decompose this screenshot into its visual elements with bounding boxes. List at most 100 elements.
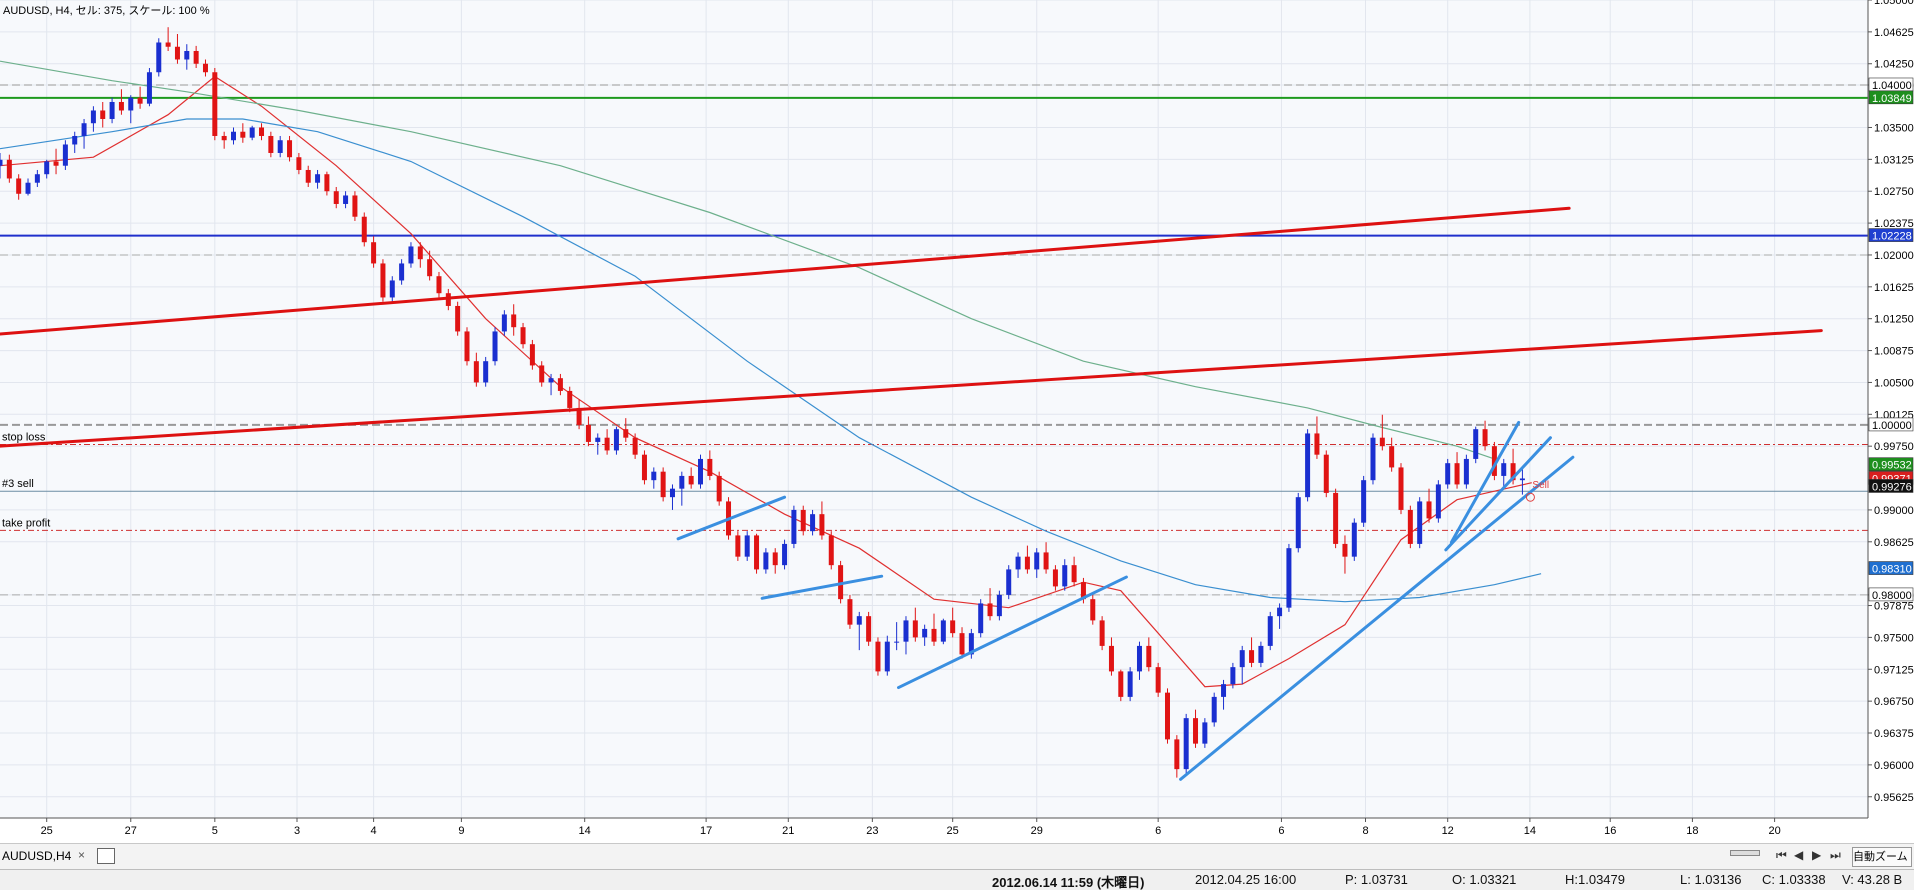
price-tag: 0.98310 bbox=[1868, 561, 1914, 576]
candle-body bbox=[1108, 645, 1114, 672]
candle-body bbox=[44, 161, 50, 175]
price-tag-label: 1.04000 bbox=[1872, 80, 1912, 92]
status-close: C: 1.03338 bbox=[1762, 872, 1826, 887]
scroll-right-icon[interactable]: ▶ bbox=[1812, 848, 1822, 862]
candle-body bbox=[1333, 492, 1339, 544]
time-axis-label: 6 bbox=[1155, 825, 1161, 837]
candle-body bbox=[417, 246, 423, 260]
candle-body bbox=[72, 135, 78, 145]
candle-body bbox=[1006, 569, 1012, 595]
price-axis-label: 1.03125 bbox=[1874, 154, 1914, 166]
candle-body bbox=[567, 390, 573, 408]
price-axis-label: 0.95625 bbox=[1874, 792, 1914, 804]
time-axis-label: 20 bbox=[1768, 825, 1780, 837]
price-axis-label: 1.02750 bbox=[1874, 186, 1914, 198]
time-axis-label: 25 bbox=[947, 825, 959, 837]
time-axis-label: 5 bbox=[212, 825, 218, 837]
price-axis-label: 0.96750 bbox=[1874, 696, 1914, 708]
candle-body bbox=[1286, 548, 1292, 608]
plot-background bbox=[0, 0, 1868, 818]
candle-body bbox=[539, 365, 545, 383]
price-tag-label: 1.02228 bbox=[1872, 231, 1912, 243]
candle-body bbox=[819, 514, 825, 536]
status-bar: 2012.06.14 11:59 (木曜日) 2012.04.25 16:00 … bbox=[0, 869, 1914, 890]
candle-body bbox=[735, 535, 741, 557]
candle-body bbox=[1463, 458, 1469, 485]
close-icon[interactable]: × bbox=[78, 848, 86, 862]
scroll-start-icon[interactable]: ⏮ bbox=[1776, 848, 1787, 862]
candle-body bbox=[1165, 692, 1170, 740]
candle-body bbox=[1015, 556, 1021, 570]
moving-average-line bbox=[0, 60, 1495, 460]
price-tag-box bbox=[1868, 479, 1914, 493]
sell-order-label: Sell bbox=[1532, 480, 1549, 491]
candle-body bbox=[922, 628, 928, 638]
status-open: O: 1.03321 bbox=[1452, 872, 1517, 887]
candle-body bbox=[707, 458, 713, 476]
candle-body bbox=[1351, 522, 1357, 557]
moving-average-line bbox=[0, 75, 1532, 688]
time-axis-label: 18 bbox=[1686, 825, 1698, 837]
tab-audusd-h4[interactable]: AUDUSD,H4 bbox=[2, 849, 72, 863]
candle-body bbox=[193, 50, 199, 64]
horizontal-scrollbar[interactable] bbox=[1730, 850, 1760, 856]
candle-body bbox=[231, 131, 236, 141]
status-high: H:1.03479 bbox=[1565, 872, 1625, 887]
candle-body bbox=[1202, 722, 1208, 744]
price-axis-label: 0.96000 bbox=[1874, 760, 1914, 772]
scroll-end-icon[interactable]: ⏭ bbox=[1830, 848, 1841, 862]
candle-body bbox=[1445, 463, 1451, 485]
candle-body bbox=[146, 72, 152, 104]
price-chart[interactable]: stop loss #3 sell take profit Sell 1.05000 1.… bbox=[0, 0, 1914, 843]
auto-zoom-button[interactable]: 自動ズーム bbox=[1852, 847, 1912, 867]
price-axis-label: 1.04625 bbox=[1874, 27, 1914, 39]
price-line-label: take profit bbox=[2, 517, 50, 529]
trend-line bbox=[0, 206, 1571, 336]
candle-body bbox=[1295, 497, 1301, 549]
candle-body bbox=[473, 361, 479, 383]
price-axis-label: 1.02000 bbox=[1874, 250, 1914, 262]
candle-body bbox=[1034, 552, 1040, 570]
candle-body bbox=[1183, 718, 1189, 770]
candle-body bbox=[249, 127, 255, 138]
candle-body bbox=[641, 454, 647, 481]
time-axis-label: 14 bbox=[579, 825, 591, 837]
price-tag: 1.03849 bbox=[1868, 90, 1914, 105]
candle-body bbox=[315, 174, 321, 183]
candle-body bbox=[1361, 480, 1367, 523]
candle-body bbox=[165, 42, 171, 47]
price-tag-label: 0.99276 bbox=[1872, 481, 1912, 493]
candle-body bbox=[576, 407, 582, 425]
candle-body bbox=[800, 509, 806, 532]
candle-body bbox=[595, 437, 601, 442]
candle-body bbox=[1314, 433, 1320, 455]
price-tag-box bbox=[1868, 90, 1914, 105]
candle-body bbox=[1501, 463, 1507, 476]
candle-body bbox=[221, 135, 227, 141]
new-window-icon[interactable] bbox=[97, 848, 115, 864]
time-axis-label: 23 bbox=[866, 825, 878, 837]
time-axis-label: 16 bbox=[1604, 825, 1616, 837]
candle-body bbox=[277, 140, 283, 153]
candle-body bbox=[174, 46, 180, 60]
candle-body bbox=[1136, 645, 1142, 672]
candle-body bbox=[1052, 569, 1058, 587]
candle-body bbox=[492, 331, 498, 362]
candle-body bbox=[810, 514, 816, 532]
price-tag-label: 1.03849 bbox=[1872, 93, 1912, 105]
scroll-left-icon[interactable]: ◀ bbox=[1794, 848, 1804, 862]
price-tag: 1.02228 bbox=[1868, 228, 1914, 243]
candle-body bbox=[1193, 718, 1199, 744]
candle-body bbox=[1118, 671, 1124, 697]
time-axis-label: 21 bbox=[782, 825, 794, 837]
price-axis-label: 1.00875 bbox=[1874, 346, 1914, 358]
candle-body bbox=[744, 535, 750, 557]
candle-body bbox=[1323, 454, 1329, 493]
candle-body bbox=[1342, 543, 1348, 557]
candle-body bbox=[371, 242, 377, 264]
candle-body bbox=[137, 97, 143, 104]
candle-body bbox=[427, 259, 433, 277]
candle-body bbox=[408, 246, 414, 264]
candle-body bbox=[912, 620, 918, 638]
